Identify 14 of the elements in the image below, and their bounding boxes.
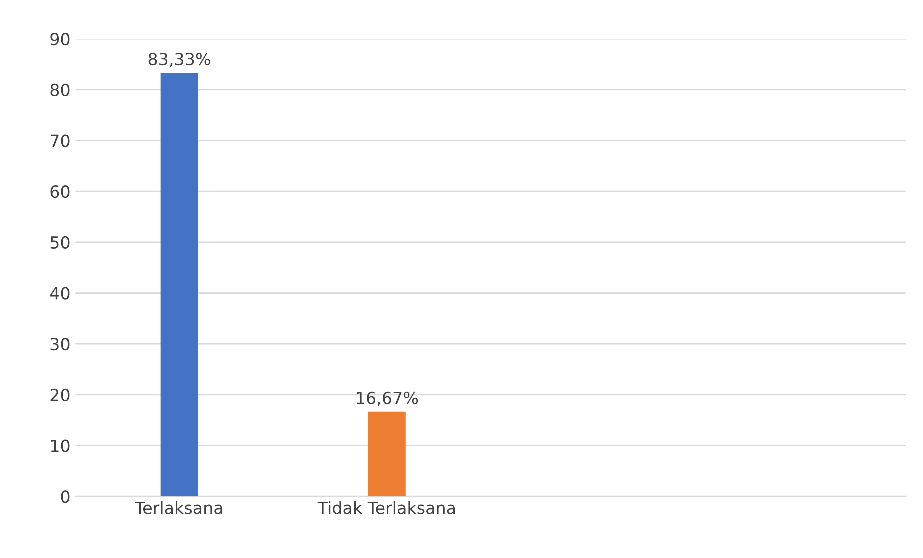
y-tick-label: 60 xyxy=(50,186,70,198)
y-tick-label: 20 xyxy=(50,388,70,402)
y-tick-label: 90 xyxy=(50,33,70,46)
y-tick-label: 70 xyxy=(50,134,70,148)
y-tick-label: 80 xyxy=(50,84,70,96)
data-label: 16,67% xyxy=(357,392,418,406)
y-tick-label: 0 xyxy=(61,490,70,504)
x-tick-label: Tidak Terlaksana xyxy=(318,501,456,514)
y-tick-label: 40 xyxy=(50,287,70,300)
y-tick-label: 50 xyxy=(50,236,70,249)
y-tick-label: 30 xyxy=(50,338,70,351)
data-label: 83,33% xyxy=(148,52,210,68)
x-tick-label: Terlaksana xyxy=(135,501,222,514)
y-tick-label: 10 xyxy=(51,440,70,452)
